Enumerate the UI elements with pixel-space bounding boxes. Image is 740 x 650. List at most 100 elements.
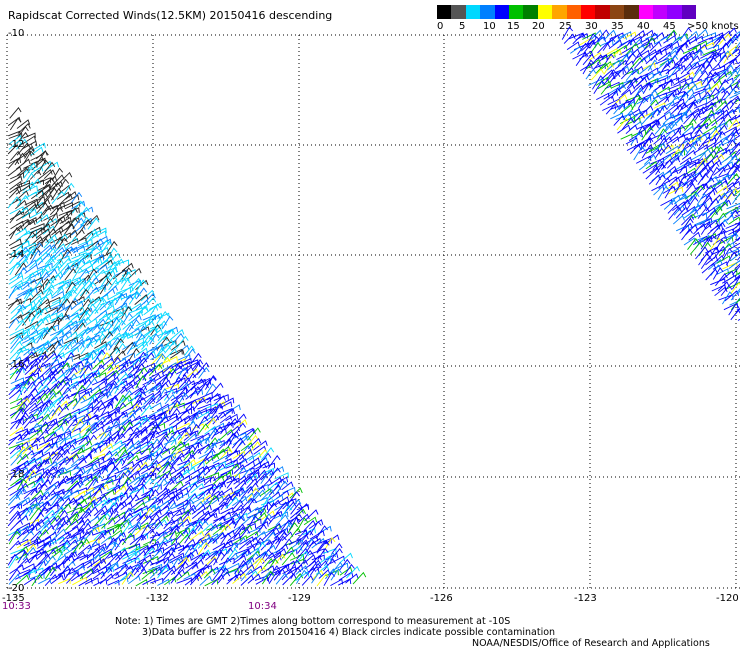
wind-barb xyxy=(100,299,114,306)
wind-barb xyxy=(196,379,212,391)
wind-barb xyxy=(36,329,49,344)
wind-barb xyxy=(135,375,147,389)
wind-barb xyxy=(71,551,86,564)
wind-barb xyxy=(654,48,667,56)
wind-barb xyxy=(140,515,153,525)
wind-barb xyxy=(205,550,220,561)
wind-barb xyxy=(106,247,118,261)
wind-barb xyxy=(15,199,28,210)
wind-barb xyxy=(260,478,273,490)
wind-barb xyxy=(175,335,189,349)
wind-barb xyxy=(126,382,139,391)
wind-barb xyxy=(150,324,161,336)
wind-barb xyxy=(733,190,740,197)
wind-barb xyxy=(9,107,22,119)
wind-barb xyxy=(128,415,142,426)
wind-barb xyxy=(85,231,99,245)
wind-barb xyxy=(51,507,64,516)
wind-barb xyxy=(729,73,740,87)
wind-barb xyxy=(29,216,43,226)
wind-barb xyxy=(15,414,28,429)
wind-barb xyxy=(65,571,80,584)
wind-barb xyxy=(64,289,77,304)
wind-barb xyxy=(37,169,53,180)
wind-barb xyxy=(45,204,59,212)
wind-barb xyxy=(297,541,309,554)
wind-barb xyxy=(651,184,665,192)
wind-barb xyxy=(49,536,65,545)
wind-barb xyxy=(31,574,43,587)
wind-barb xyxy=(261,570,275,585)
wind-barb xyxy=(677,102,689,115)
wind-barb xyxy=(100,288,116,300)
wind-barb xyxy=(44,442,59,454)
wind-barb xyxy=(175,367,189,375)
wind-barb xyxy=(51,378,66,392)
wind-barb xyxy=(71,300,84,310)
wind-barb xyxy=(644,37,656,49)
wind-barb xyxy=(113,485,127,495)
wind-barb xyxy=(253,537,264,549)
wind-barb xyxy=(59,433,73,445)
wind-barb xyxy=(645,122,659,135)
wind-barb xyxy=(107,396,119,409)
wind-barb xyxy=(698,252,711,266)
wind-barb xyxy=(72,267,84,281)
wind-barb xyxy=(10,304,23,314)
wind-barb xyxy=(38,501,52,515)
wind-barb xyxy=(150,577,164,584)
wind-barb xyxy=(199,494,213,505)
wind-barb xyxy=(84,349,97,365)
wind-barb xyxy=(670,36,682,47)
wind-barb xyxy=(121,451,134,466)
wind-barb xyxy=(57,469,71,477)
wind-barb xyxy=(85,240,100,251)
wind-barb xyxy=(614,83,627,95)
wind-barb xyxy=(57,213,70,221)
wind-barb xyxy=(262,462,276,469)
wind-barb xyxy=(100,331,113,344)
wind-barb xyxy=(113,481,129,491)
legend-swatch xyxy=(509,5,524,19)
wind-barb xyxy=(677,81,690,96)
wind-barb xyxy=(724,139,736,152)
wind-barb xyxy=(226,574,239,585)
wind-barb xyxy=(79,311,91,324)
wind-barb xyxy=(71,373,85,381)
wind-barb xyxy=(253,542,266,556)
wind-barb xyxy=(52,237,64,250)
wind-barb xyxy=(679,222,693,234)
wind-barb xyxy=(38,340,52,354)
wind-barb xyxy=(630,75,644,86)
wind-barb xyxy=(44,489,57,501)
wind-barb xyxy=(134,375,147,385)
wind-barb xyxy=(724,268,738,275)
wind-barb xyxy=(78,577,93,587)
wind-barb xyxy=(108,513,121,525)
axis-labels: -10 -12 -14 -16 -18 -20 -135 -132 -129 -… xyxy=(2,28,739,612)
wind-barb xyxy=(92,253,105,265)
wind-barb xyxy=(37,376,52,391)
wind-barb xyxy=(225,413,239,422)
wind-barb xyxy=(204,465,217,476)
wind-barb xyxy=(92,466,109,477)
wind-barb xyxy=(87,245,100,259)
wind-barb xyxy=(22,563,35,571)
wind-barb xyxy=(726,69,739,81)
wind-barb xyxy=(10,334,22,345)
wind-barb xyxy=(253,462,267,475)
wind-barb xyxy=(106,478,121,484)
wind-barb xyxy=(59,386,72,400)
wind-barb xyxy=(45,319,60,326)
wind-barb xyxy=(213,394,229,402)
wind-barb xyxy=(678,159,692,174)
wind-barb xyxy=(71,254,87,266)
wind-barb xyxy=(106,385,119,399)
wind-barb xyxy=(56,281,70,294)
wind-barb xyxy=(189,386,202,399)
wind-barb xyxy=(268,535,281,550)
wind-barb xyxy=(657,185,670,200)
wind-barb xyxy=(163,491,176,500)
wind-barb xyxy=(143,452,155,466)
wind-barb xyxy=(197,456,210,469)
